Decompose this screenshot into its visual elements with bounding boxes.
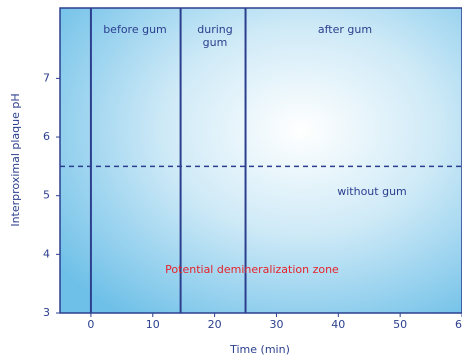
x-tick-label: 60: [455, 318, 462, 331]
y-tick-label: 5: [43, 189, 50, 202]
annotation: during gum: [197, 23, 233, 49]
y-tick-label: 4: [43, 247, 50, 260]
x-tick-label: 30: [269, 318, 283, 331]
x-tick-label: 20: [208, 318, 222, 331]
y-tick-label: 7: [43, 71, 50, 84]
x-tick-label: 40: [331, 318, 345, 331]
y-tick-label: 3: [43, 306, 50, 319]
x-tick-label: 10: [146, 318, 160, 331]
annotation: without gum: [337, 185, 407, 198]
x-axis-label: Time (min): [229, 343, 290, 356]
annotation: Potential demineralization zone: [165, 263, 339, 276]
plot-area: [59, 7, 462, 314]
annotation: after gum: [318, 23, 372, 36]
annotation: before gum: [103, 23, 167, 36]
x-tick-label: 50: [393, 318, 407, 331]
y-axis-label: Interproximal plaque pH: [9, 93, 22, 226]
y-tick-label: 6: [43, 130, 50, 143]
x-tick-label: 0: [87, 318, 94, 331]
